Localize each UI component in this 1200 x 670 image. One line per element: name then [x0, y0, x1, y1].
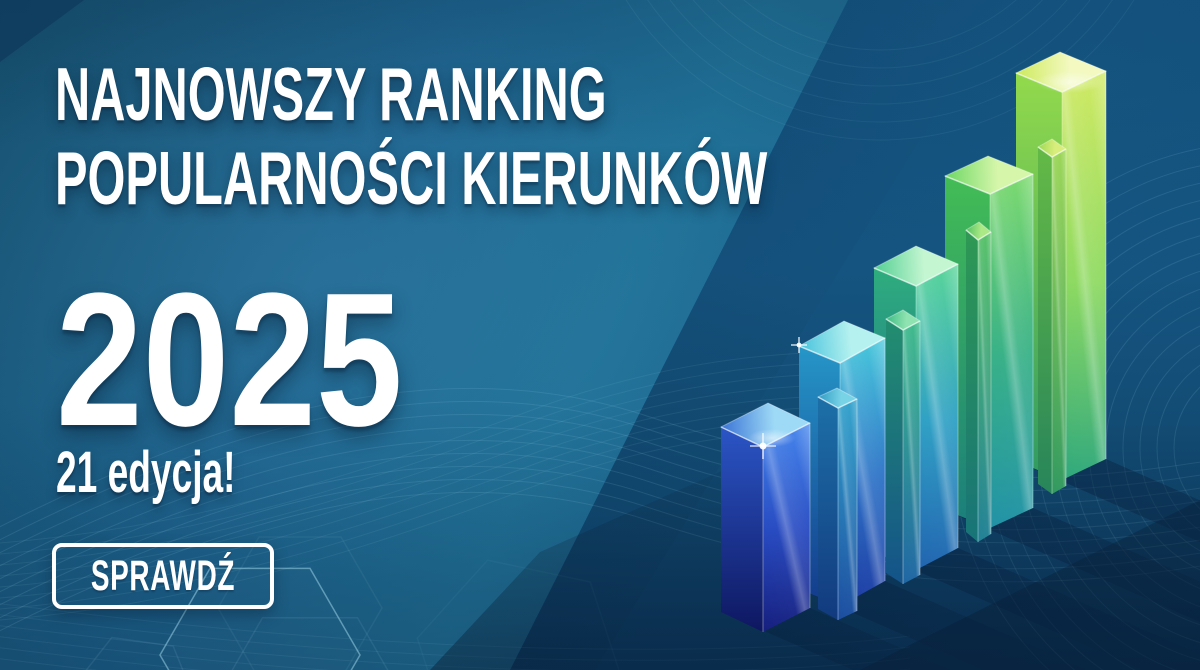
headline-line1: NAJNOWSZY RANKING	[55, 52, 607, 136]
headline: NAJNOWSZY RANKING POPULARNOŚCI KIERUNKÓW	[55, 52, 1151, 220]
year: 2025	[56, 254, 403, 466]
headline-line2: POPULARNOŚCI KIERUNKÓW	[55, 136, 768, 220]
cta-label: SPRAWDŹ	[90, 551, 236, 600]
cta-button[interactable]: SPRAWDŹ	[52, 543, 274, 609]
edition-note: 21 edycja!	[56, 440, 236, 505]
